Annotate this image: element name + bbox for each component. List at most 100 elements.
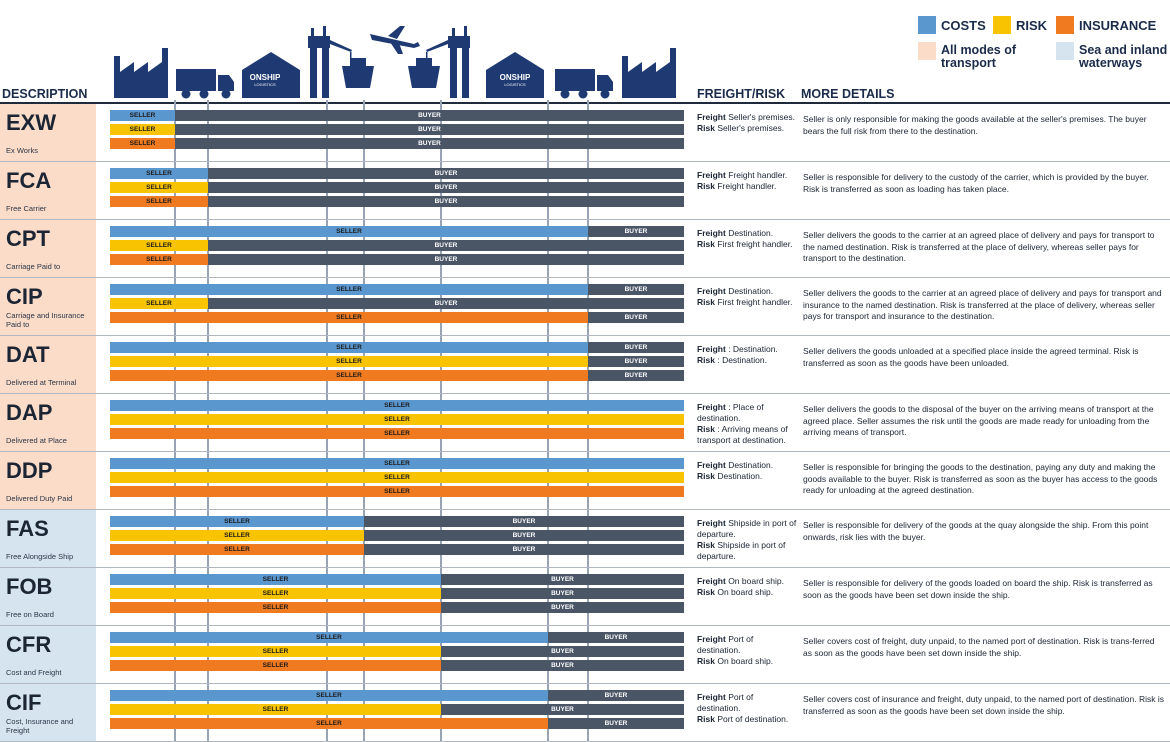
risk-label: Risk (697, 540, 715, 550)
risk-buyer-bar: BUYER (175, 124, 684, 135)
term-row-fas: FAS Free Alongside Ship SELLER BUYER SELLER B… (0, 510, 1170, 568)
term-row-exw: EXW Ex Works SELLER BUYER SELLER BUYER SELLER B… (0, 104, 1170, 162)
row-divider (0, 683, 1170, 684)
risk-line: Risk Shipside in port of departure. (697, 540, 797, 562)
risk-line: Risk First freight handler. (697, 239, 797, 250)
freight-line: Freight Destination. (697, 228, 797, 239)
costs-buyer-bar: BUYER (588, 284, 684, 295)
insurance-seller-bar: SELLER (110, 486, 684, 497)
insurance-seller-bar: SELLER (110, 602, 441, 613)
warehouse-icon-right (486, 52, 544, 98)
risk-line: Risk Freight handler. (697, 181, 797, 192)
risk-value: Port of destination. (717, 714, 789, 724)
truck-icon-left (176, 69, 234, 99)
costs-buyer-bar: BUYER (175, 110, 684, 121)
freight-value: Port of destination. (697, 634, 754, 655)
risk-value: First freight handler. (717, 297, 793, 307)
ship-icon-left (342, 58, 374, 88)
risk-buyer-bar: BUYER (441, 646, 684, 657)
costs-seller-bar: SELLER (110, 342, 588, 353)
risk-buyer-bar: BUYER (441, 704, 684, 715)
warehouse-logo-left: ONSHIP LOGISTICS (249, 73, 281, 87)
legend-all-modes-label: All modes of transport (941, 43, 1017, 70)
risk-value: On board ship. (717, 587, 774, 597)
description-header: DESCRIPTION (2, 87, 88, 101)
warehouse-icon-left (242, 52, 300, 98)
legend-insurance-swatch (1056, 16, 1074, 34)
freight-label: Freight (697, 576, 726, 586)
risk-value: Destination. (717, 471, 763, 481)
risk-seller-bar: SELLER (110, 124, 175, 135)
freight-risk-cell: Freight On board ship. Risk On board ship… (697, 576, 797, 598)
insurance-seller-bar: SELLER (110, 138, 175, 149)
freight-value: Freight handler. (728, 170, 788, 180)
term-code: DAP (6, 400, 53, 425)
insurance-buyer-bar: BUYER (208, 196, 684, 207)
risk-seller-bar: SELLER (110, 182, 208, 193)
risk-label: Risk (697, 656, 715, 666)
insurance-seller-bar: SELLER (110, 370, 588, 381)
term-name: Cost, Insurance and Freight (6, 717, 74, 735)
term-name: Free Carrier (6, 204, 47, 213)
costs-buyer-bar: BUYER (588, 226, 684, 237)
freight-line: Freight Port of destination. (697, 634, 797, 656)
term-code: CIF (6, 690, 42, 715)
freight-line: Freight Destination. (697, 460, 797, 471)
freight-risk-header: FREIGHT/RISK (697, 87, 786, 101)
term-name: Delivered at Terminal (6, 378, 77, 387)
risk-buyer-bar: BUYER (588, 356, 684, 367)
risk-label: Risk (697, 714, 715, 724)
factory-icon-left (114, 48, 168, 98)
more-details-cell: Seller delivers the goods to the carrier… (803, 230, 1155, 263)
risk-value: Shipside in port of departure. (697, 540, 786, 561)
row-divider (0, 567, 1170, 568)
freight-label: Freight (697, 286, 726, 296)
risk-line: Risk : Destination. (697, 355, 797, 366)
term-code: DAT (6, 342, 50, 367)
risk-label: Risk (697, 123, 715, 133)
insurance-seller-bar: SELLER (110, 544, 364, 555)
risk-label: Risk (697, 239, 715, 249)
term-group-cell (0, 278, 96, 336)
risk-line: Risk Destination. (697, 471, 797, 482)
costs-buyer-bar: BUYER (364, 516, 684, 527)
legend-sea-swatch (1056, 42, 1074, 60)
freight-label: Freight (697, 344, 726, 354)
risk-value: : Arriving means of transport at destina… (697, 424, 788, 445)
risk-seller-bar: SELLER (110, 414, 684, 425)
risk-seller-bar: SELLER (110, 298, 208, 309)
freight-risk-cell: Freight Destination. Risk First freight h… (697, 286, 797, 308)
costs-seller-bar: SELLER (110, 690, 548, 701)
freight-value: Destination. (728, 286, 774, 296)
risk-seller-bar: SELLER (110, 240, 208, 251)
header-divider (0, 102, 1170, 104)
more-details-cell: Seller is responsible for delivery to th… (803, 172, 1149, 194)
freight-label: Freight (697, 518, 726, 528)
term-row-dat: DAT Delivered at Terminal SELLER BUYER SELLE… (0, 336, 1170, 394)
freight-value: : Place of destination. (697, 402, 764, 423)
freight-label: Freight (697, 402, 726, 412)
freight-label: Freight (697, 634, 726, 644)
more-details-cell: Seller covers cost of insurance and frei… (803, 694, 1164, 716)
term-group-cell (0, 568, 96, 626)
freight-label: Freight (697, 692, 726, 702)
insurance-buyer-bar: BUYER (441, 660, 684, 671)
insurance-seller-bar: SELLER (110, 196, 208, 207)
freight-value: Shipside in port of departure. (697, 518, 797, 539)
costs-buyer-bar: BUYER (588, 342, 684, 353)
term-row-cif: CIF Cost, Insurance and Freight SELLER BUYE… (0, 684, 1170, 742)
insurance-buyer-bar: BUYER (364, 544, 684, 555)
risk-line: Risk : Arriving means of transport at de… (697, 424, 797, 446)
risk-value: Seller's premises. (717, 123, 785, 133)
risk-seller-bar: SELLER (110, 588, 441, 599)
risk-value: Freight handler. (717, 181, 777, 191)
risk-buyer-bar: BUYER (208, 298, 684, 309)
row-divider (0, 509, 1170, 510)
term-group-cell (0, 394, 96, 452)
more-details-cell: Seller is responsible for bringing the g… (803, 462, 1158, 495)
costs-seller-bar: SELLER (110, 110, 175, 121)
freight-risk-cell: Freight Destination. Risk Destination. (697, 460, 797, 482)
term-row-cpt: CPT Carriage Paid to SELLER BUYER SELLER BUYE… (0, 220, 1170, 278)
costs-buyer-bar: BUYER (441, 574, 684, 585)
